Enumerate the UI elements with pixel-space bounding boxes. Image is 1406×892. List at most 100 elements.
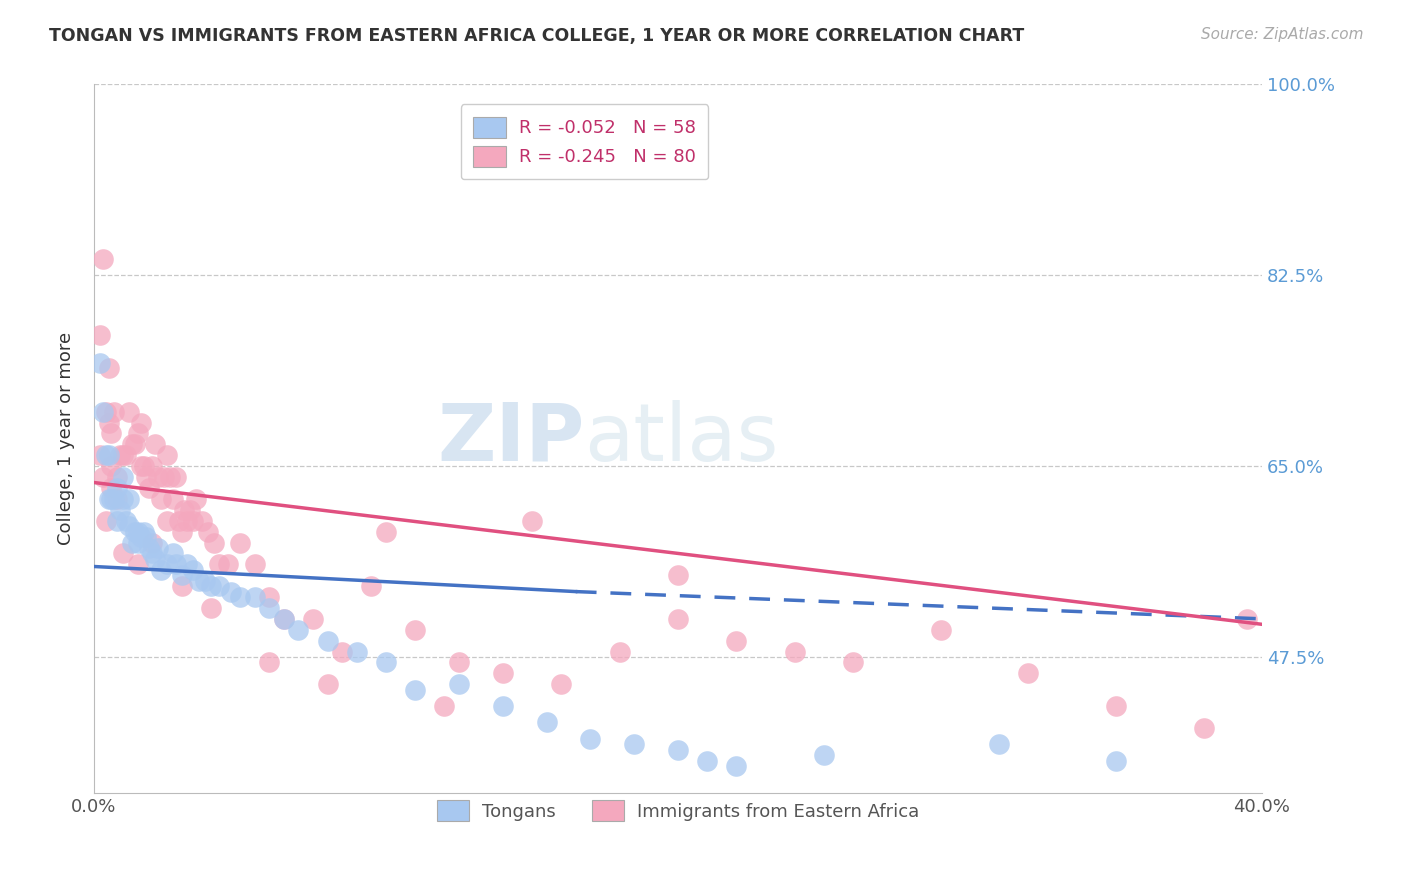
Point [520,514,543,528]
Point [725,759,748,773]
Point [374,656,396,670]
Point [105,514,128,528]
Point [143,437,166,451]
Point [121,437,143,451]
Point [181,563,204,577]
Point [197,524,219,539]
Point [536,715,558,730]
Point [447,656,470,670]
Point [188,574,211,588]
Point [89,355,111,369]
Point [725,633,748,648]
Point [100,459,122,474]
Point [112,546,135,560]
Point [138,541,160,555]
Point [162,491,184,506]
Point [550,677,572,691]
Point [623,737,645,751]
Point [170,579,193,593]
Point [108,448,131,462]
Point [167,514,190,528]
Point [132,459,155,474]
Point [194,574,217,588]
Point [100,426,122,441]
Point [103,404,125,418]
Point [121,535,143,549]
Point [813,748,835,763]
Point [492,666,515,681]
Point [316,677,339,691]
Y-axis label: College, 1 year or more: College, 1 year or more [58,333,75,545]
Point [91,252,114,266]
Point [202,535,225,549]
Point [217,558,239,572]
Point [257,656,280,670]
Point [146,470,169,484]
Point [374,524,396,539]
Point [360,579,382,593]
Point [129,530,152,544]
Point [404,623,426,637]
Point [129,416,152,430]
Point [783,644,806,658]
Point [132,524,155,539]
Point [129,459,152,474]
Point [112,470,135,484]
Point [181,514,204,528]
Point [153,470,176,484]
Text: atlas: atlas [585,400,779,478]
Point [229,535,252,549]
Point [141,546,163,560]
Point [208,558,231,572]
Point [97,416,120,430]
Point [162,546,184,560]
Point [94,448,117,462]
Point [165,558,187,572]
Point [112,491,135,506]
Point [150,563,173,577]
Point [287,623,309,637]
Point [118,519,141,533]
Point [103,491,125,506]
Point [346,644,368,658]
Point [89,328,111,343]
Point [143,552,166,566]
Point [243,590,266,604]
Point [302,612,325,626]
Point [257,590,280,604]
Point [1236,612,1258,626]
Point [447,677,470,691]
Point [94,404,117,418]
Point [159,470,181,484]
Point [124,524,146,539]
Point [97,361,120,376]
Point [118,404,141,418]
Point [146,541,169,555]
Point [208,579,231,593]
Point [200,601,222,615]
Point [112,448,135,462]
Text: ZIP: ZIP [437,400,585,478]
Point [492,699,515,714]
Point [141,535,163,549]
Point [94,514,117,528]
Point [105,491,128,506]
Point [1017,666,1039,681]
Point [330,644,353,658]
Point [170,524,193,539]
Point [176,558,198,572]
Point [200,579,222,593]
Point [141,459,163,474]
Point [666,742,689,756]
Point [666,568,689,582]
Point [176,514,198,528]
Point [219,584,242,599]
Point [1192,721,1215,735]
Point [156,514,179,528]
Point [929,623,952,637]
Point [97,491,120,506]
Point [89,448,111,462]
Point [100,491,122,506]
Point [135,530,157,544]
Point [97,448,120,462]
